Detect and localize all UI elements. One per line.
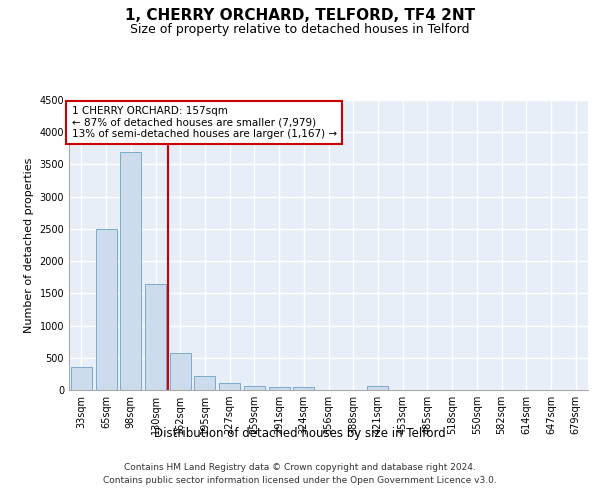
Y-axis label: Number of detached properties: Number of detached properties	[24, 158, 34, 332]
Text: Contains HM Land Registry data © Crown copyright and database right 2024.: Contains HM Land Registry data © Crown c…	[124, 462, 476, 471]
Text: 1, CHERRY ORCHARD, TELFORD, TF4 2NT: 1, CHERRY ORCHARD, TELFORD, TF4 2NT	[125, 8, 475, 22]
Bar	[95, 229, 116, 390]
Text: Size of property relative to detached houses in Telford: Size of property relative to detached ho…	[130, 22, 470, 36]
Bar	[71, 368, 92, 390]
Bar	[194, 376, 215, 390]
Bar	[293, 388, 314, 390]
Bar	[120, 152, 141, 390]
Bar	[219, 383, 240, 390]
Text: Distribution of detached houses by size in Telford: Distribution of detached houses by size …	[154, 428, 446, 440]
Text: Contains public sector information licensed under the Open Government Licence v3: Contains public sector information licen…	[103, 476, 497, 485]
Bar	[244, 386, 265, 390]
Bar	[145, 284, 166, 390]
Bar	[170, 352, 191, 390]
Bar	[269, 388, 290, 390]
Text: 1 CHERRY ORCHARD: 157sqm
← 87% of detached houses are smaller (7,979)
13% of sem: 1 CHERRY ORCHARD: 157sqm ← 87% of detach…	[71, 106, 337, 139]
Bar	[367, 386, 388, 390]
